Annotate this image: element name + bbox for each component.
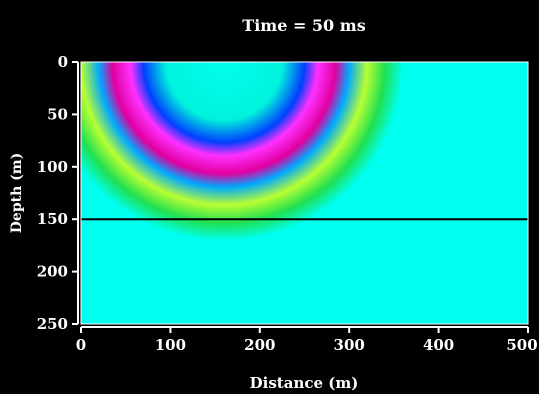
y-tick-label: 150 [37,210,68,228]
y-axis: 0 50 100 150 200 250 [37,53,79,333]
y-tick-label: 250 [37,315,68,333]
y-tick-label: 0 [58,53,68,71]
y-tick-label: 100 [37,158,68,176]
x-tick-label: 400 [423,336,454,354]
plot-area [80,61,529,325]
y-axis-label: Depth (m) [9,153,25,233]
x-tick-label: 0 [76,336,86,354]
y-tick-label: 50 [47,105,68,123]
x-tick-label: 100 [155,336,186,354]
x-tick-label: 300 [334,336,365,354]
plot-frame [80,61,529,325]
x-axis: 0 100 200 300 400 500 [76,326,538,354]
y-tick-label: 200 [37,263,68,281]
x-tick-label: 500 [506,336,537,354]
x-tick-label: 200 [244,336,275,354]
wavefront-field [81,62,528,324]
chart-title: Time = 50 ms [242,16,365,35]
x-axis-label: Distance (m) [250,374,359,392]
